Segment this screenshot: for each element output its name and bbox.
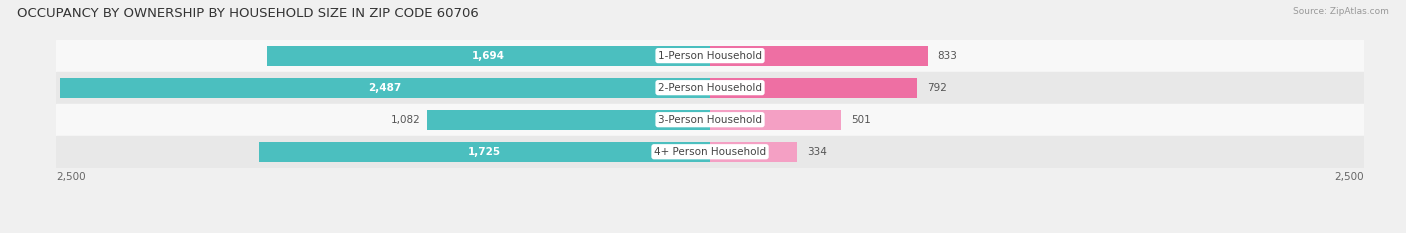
Bar	[56, 104, 1364, 136]
Text: OCCUPANCY BY OWNERSHIP BY HOUSEHOLD SIZE IN ZIP CODE 60706: OCCUPANCY BY OWNERSHIP BY HOUSEHOLD SIZE…	[17, 7, 478, 20]
Bar	[710, 142, 797, 162]
Text: 1,725: 1,725	[468, 147, 501, 157]
Text: 334: 334	[807, 147, 827, 157]
Text: 3-Person Household: 3-Person Household	[658, 115, 762, 125]
Bar	[59, 78, 710, 98]
Text: 792: 792	[927, 83, 946, 93]
Bar	[710, 46, 928, 65]
Text: 2,487: 2,487	[368, 83, 402, 93]
Bar	[259, 142, 710, 162]
Text: 1-Person Household: 1-Person Household	[658, 51, 762, 61]
Text: 2,500: 2,500	[56, 171, 86, 182]
Text: 4+ Person Household: 4+ Person Household	[654, 147, 766, 157]
Text: 1,694: 1,694	[472, 51, 505, 61]
Bar	[56, 40, 1364, 72]
Bar	[56, 72, 1364, 104]
Bar	[710, 78, 917, 98]
Text: 2-Person Household: 2-Person Household	[658, 83, 762, 93]
Text: 501: 501	[851, 115, 870, 125]
Text: 833: 833	[938, 51, 957, 61]
Text: 2,500: 2,500	[1334, 171, 1364, 182]
Text: Source: ZipAtlas.com: Source: ZipAtlas.com	[1294, 7, 1389, 16]
Bar	[267, 46, 710, 65]
Text: 1,082: 1,082	[391, 115, 420, 125]
Bar	[56, 136, 1364, 168]
Bar	[710, 110, 841, 130]
Bar	[427, 110, 710, 130]
